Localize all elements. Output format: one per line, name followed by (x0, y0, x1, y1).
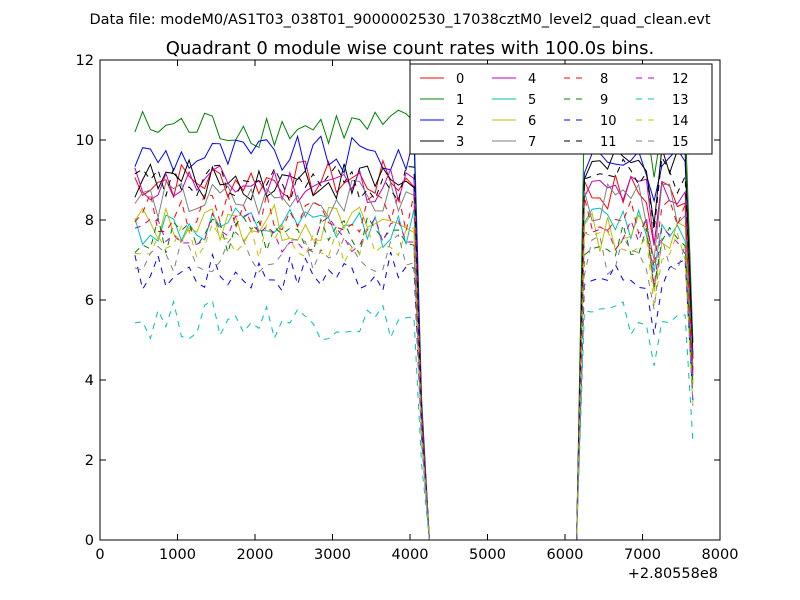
legend-label-9: 9 (600, 93, 608, 108)
series-line-12 (134, 211, 694, 541)
legend-label-4: 4 (528, 72, 536, 87)
series-line-4 (134, 165, 694, 541)
series-line-5 (134, 207, 694, 541)
legend-label-1: 1 (456, 93, 464, 108)
legend-label-11: 11 (600, 135, 617, 150)
y-tick-label: 6 (85, 293, 94, 309)
series-line-9 (134, 215, 694, 541)
series-line-3 (134, 147, 694, 541)
legend-label-13: 13 (672, 93, 689, 108)
x-tick-label: 8000 (702, 547, 739, 563)
legend-label-0: 0 (456, 72, 464, 87)
chart-title: Quadrant 0 module wise count rates with … (166, 38, 655, 59)
series-line-14 (134, 222, 694, 541)
legend-label-8: 8 (600, 72, 608, 87)
x-tick-label: 6000 (547, 547, 584, 563)
y-tick-label: 12 (76, 53, 94, 69)
axes-layer: 0 1000 2000 3000 4000 5000 6000 7000 8000+2.8055… (76, 53, 739, 582)
x-offset-label: +2.80558e8 (628, 566, 718, 582)
y-tick-label: 4 (85, 373, 94, 389)
series-line-7 (134, 179, 694, 541)
legend-label-6: 6 (528, 114, 536, 129)
series-line-13 (134, 299, 694, 541)
y-tick-label: 2 (85, 453, 94, 469)
x-tick-label: 1000 (159, 547, 196, 563)
x-tick-label: 3000 (314, 547, 351, 563)
series-line-11 (134, 155, 694, 541)
y-tick-label: 8 (85, 213, 94, 229)
legend-label-14: 14 (672, 114, 689, 129)
x-tick-label: 7000 (624, 547, 661, 563)
legend-label-10: 10 (600, 114, 617, 129)
legend-label-3: 3 (456, 135, 464, 150)
x-tick-label: 0 (95, 547, 104, 563)
legend-box (409, 63, 713, 155)
series-layer (134, 109, 694, 541)
chart-suptitle: Data file: modeM0/AS1T03_038T01_90000025… (89, 12, 710, 28)
legend-label-12: 12 (672, 72, 689, 87)
y-tick-label: 0 (85, 533, 94, 549)
legend-label-7: 7 (528, 135, 536, 150)
legend-label-2: 2 (456, 114, 464, 129)
x-tick-label: 2000 (237, 547, 274, 563)
legend-label-5: 5 (528, 93, 536, 108)
series-line-10 (134, 251, 694, 541)
legend-label-15: 15 (672, 135, 689, 150)
x-tick-label: 5000 (469, 547, 506, 563)
x-tick-label: 4000 (392, 547, 429, 563)
series-line-2 (134, 134, 694, 541)
y-tick-label: 10 (76, 133, 94, 149)
